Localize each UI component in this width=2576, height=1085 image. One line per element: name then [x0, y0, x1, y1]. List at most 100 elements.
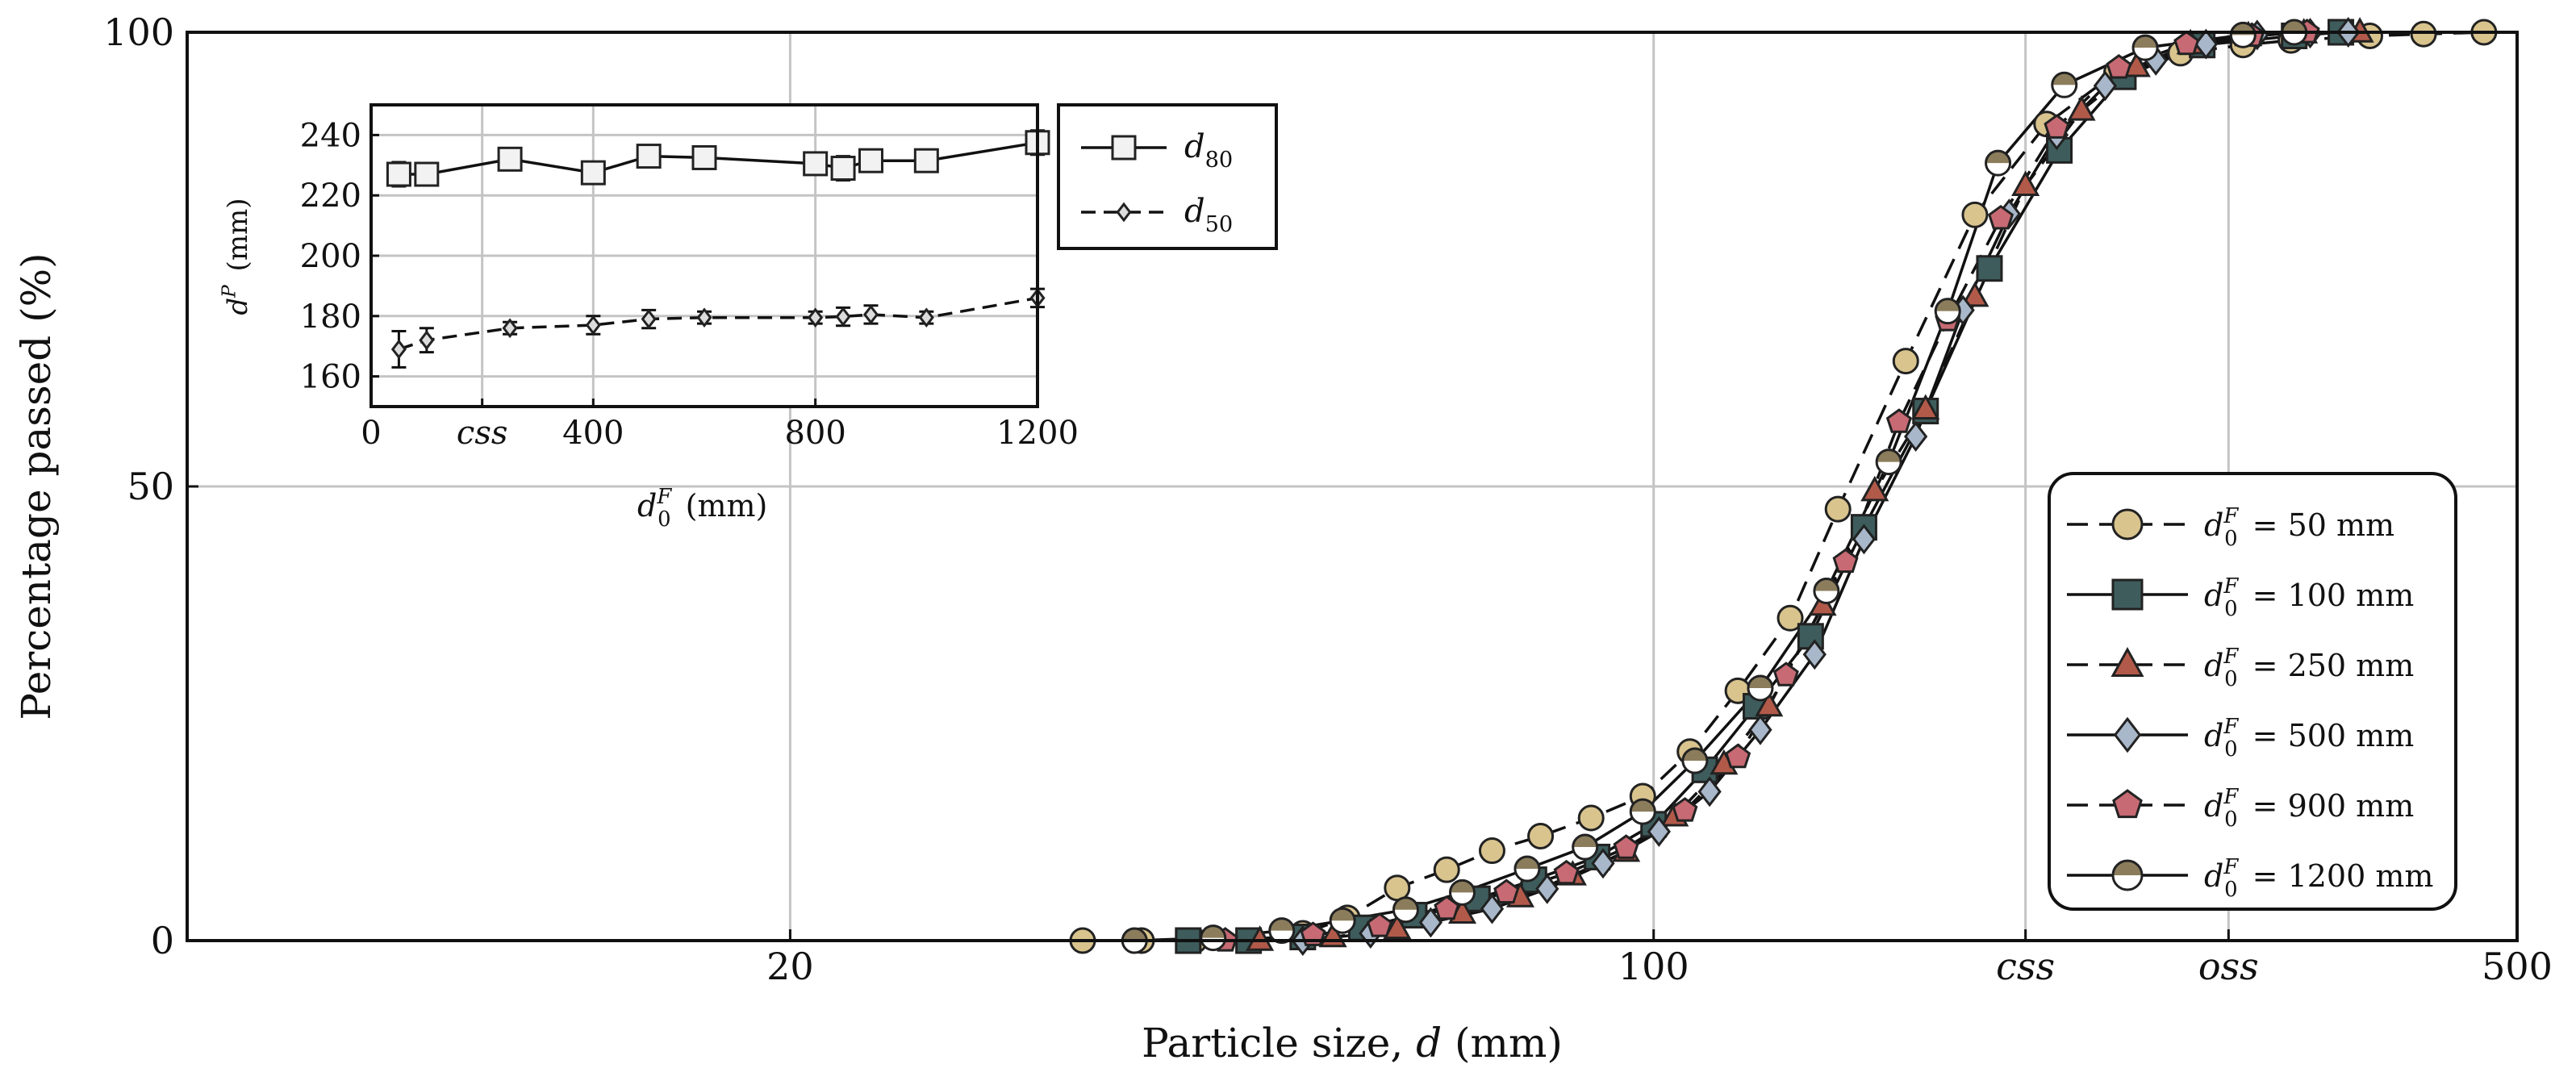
inset-series-1-point-2 [502, 318, 518, 339]
series-4-point-9 [1772, 661, 1799, 686]
series-5-point-16 [2131, 34, 2159, 61]
series-5-point-18-top [2282, 20, 2307, 32]
inset-y-tick-label-1: 180 [300, 298, 361, 336]
series-5-point-6 [1513, 855, 1541, 883]
inset-series-1-point-4 [641, 309, 657, 329]
series-3-point-17 [2194, 28, 2219, 60]
series-5-point-10-top [1747, 675, 1772, 688]
inset-series-1-point-5 [696, 307, 712, 328]
inset-x-tick-label-0: 0 [361, 415, 381, 452]
legend-label-1: dF 0 = 100 mm [2204, 574, 2414, 621]
series-0-point-17 [1961, 201, 1989, 228]
series-2-point-0 [1246, 925, 1275, 951]
inset-series-1-point-0 [390, 339, 407, 360]
legend-marker-5-top [2113, 861, 2142, 875]
series-4-point-6 [1613, 834, 1639, 859]
series-5-point-9-top [1682, 749, 1707, 762]
inset-series-0-point-0 [386, 161, 411, 187]
series-5-point-6-ring [1513, 855, 1541, 883]
inset-legend-marker-1 [1116, 202, 1132, 223]
main-x-tick-label-1: 100 [1618, 945, 1689, 988]
series-3-point-3 [1480, 893, 1505, 924]
inset-axis-ticks: 0 css 400 800 1200 160 180 200 220 240 [300, 117, 1079, 452]
series-2-point-2 [1383, 913, 1412, 940]
series-0-point-16 [1892, 348, 1919, 375]
inset-y-tick-label-3: 220 [300, 177, 361, 215]
series-5-point-3-top [1330, 908, 1355, 921]
series-5-point-12-top [1877, 449, 1902, 462]
inset-x-axis-label: dF 0 (mm) [637, 485, 767, 532]
main-y-tick-label-1: 50 [127, 465, 174, 508]
series-0-point-14 [1776, 604, 1804, 632]
series-5-point-10-ring [1747, 674, 1774, 702]
series-5-point-5 [1449, 878, 1476, 906]
inset-x-tick-label-4: 1200 [996, 415, 1079, 452]
series-3-point-2 [1418, 907, 1443, 938]
series-5-point-6-top [1514, 857, 1539, 870]
series-5-point-9-ring [1681, 747, 1709, 774]
series-5-point-12-ring [1875, 449, 1902, 476]
series-5-point-7-ring [1572, 833, 1599, 861]
inset-series [386, 129, 1050, 369]
series-5-point-3-ring [1329, 907, 1356, 934]
series-5-point-3 [1329, 907, 1356, 934]
series-5-point-8-ring [1629, 798, 1656, 825]
series-5-point-1-top [1200, 925, 1225, 938]
series-5-point-16-ring [2131, 34, 2159, 61]
series-5-point-13-top [1935, 298, 1960, 311]
series-5-point-1-ring [1200, 924, 1227, 952]
series-5-point-14-top [1985, 151, 2010, 164]
series-5-point-14 [1985, 149, 2012, 177]
inset-x-tick-label-3: 800 [784, 415, 845, 452]
series-0-point-8 [1478, 837, 1505, 865]
inset-y-axis-label: dP (mm) [219, 198, 254, 315]
series-2-point-15 [2067, 94, 2096, 121]
inset-series-1-point-7 [835, 307, 851, 327]
main-legend: dF 0 = 50 mm dF 0 = 100 mm dF 0 = 250 mm dF 0 =… [2048, 472, 2457, 911]
main-x-axis-label: Particle size, d (mm) [1142, 1020, 1563, 1066]
series-5-point-15 [2051, 71, 2078, 98]
series-5-point-17-ring [2229, 21, 2257, 48]
series-5-point-11 [1813, 577, 1840, 604]
legend-marker-5-ring [2111, 859, 2144, 891]
series-4-point-2 [1366, 912, 1393, 937]
series-5-point-2-ring [1268, 917, 1296, 945]
main-x-tick-label-2: css [1996, 945, 2055, 988]
series-5-point-13-ring [1934, 298, 1961, 325]
series-5-point-4-ring [1392, 896, 1419, 924]
series-5-point-2-top [1269, 918, 1294, 931]
series-5-point-4-top [1393, 897, 1418, 910]
inset-y-tick-label-4: 240 [300, 117, 361, 154]
series-5-point-11-top [1814, 578, 1839, 591]
series-5-point-15-top [2052, 73, 2077, 86]
inset-series-0-point-1 [414, 161, 440, 187]
inset-series-0-point-9 [913, 148, 939, 173]
series-2-point-14 [2011, 170, 2040, 197]
series-5-point-12 [1875, 449, 1902, 476]
series-0-point-6 [1384, 874, 1411, 902]
series-4-point-13 [1988, 204, 2014, 230]
series-0-point-9 [1527, 823, 1555, 850]
main-x-tick-label-4: 500 [2482, 945, 2553, 988]
series-5-point-14-ring [1985, 149, 2012, 177]
series-4-point-10 [1832, 548, 1859, 574]
legend-label-3: dF 0 = 500 mm [2204, 715, 2414, 762]
inset-chart: 0 css 400 800 1200 160 180 200 220 240 dF 0 (mm) dP… [219, 103, 1278, 532]
inset-series-1-point-8 [862, 304, 879, 325]
series-5-point-17 [2229, 21, 2257, 48]
series-5-point-11-ring [1813, 577, 1840, 604]
legend-marker-1 [2111, 578, 2144, 611]
legend-marker-3 [2113, 716, 2142, 753]
series-4-point-5 [1553, 859, 1580, 885]
series-5-point-2 [1268, 917, 1296, 945]
series-5-point-5-top [1450, 880, 1475, 893]
series-3-point-4 [1535, 873, 1559, 904]
series-3-point-8 [1748, 714, 1772, 745]
series-5-point-1 [1200, 924, 1227, 952]
series-3-point-7 [1697, 776, 1722, 807]
series-4-point-15 [2106, 54, 2132, 79]
series-4-point-8 [1725, 743, 1751, 769]
inset-series-0-point-6 [803, 151, 829, 177]
